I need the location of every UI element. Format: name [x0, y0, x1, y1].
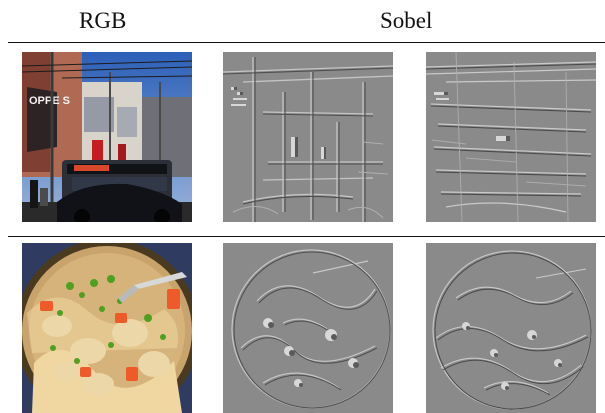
food-rgb-image — [22, 243, 192, 413]
rgb-column-header: RGB — [79, 8, 127, 33]
sobel-column-header: Sobel — [380, 8, 433, 33]
sign-text: OPPE S — [29, 95, 70, 107]
street-sobel-image-1 — [223, 52, 393, 222]
figure-header: RGB Sobel — [0, 0, 605, 42]
street-sobel-image-2 — [426, 52, 596, 222]
middle-rule — [8, 236, 605, 237]
food-sobel-image-1 — [223, 243, 393, 413]
food-sobel-image-2 — [426, 243, 596, 413]
street-rgb-image: OPPE S — [22, 52, 192, 222]
top-rule — [8, 42, 605, 43]
